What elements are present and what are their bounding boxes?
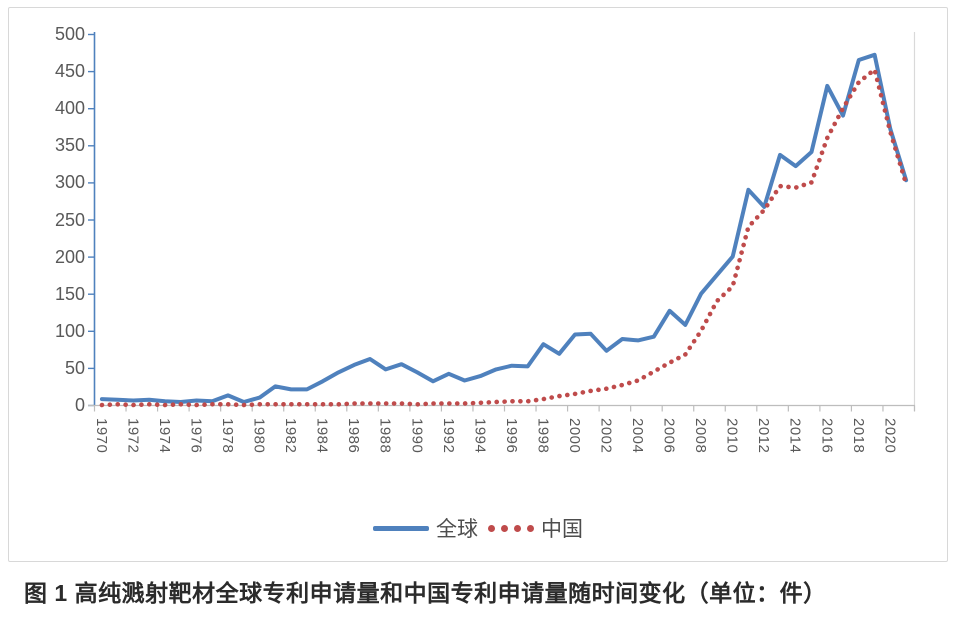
legend-label-china: 中国 xyxy=(541,518,583,541)
y-tick-label: 150 xyxy=(54,283,85,304)
x-tick-label: 1988 xyxy=(376,418,396,453)
x-tick-label: 1978 xyxy=(218,418,238,453)
x-tick-label: 2016 xyxy=(817,418,837,453)
x-tick-label: 1998 xyxy=(533,418,553,453)
x-tick-label-text: 1992 xyxy=(439,418,457,454)
china-dots-swatch xyxy=(488,524,534,532)
legend-dot xyxy=(488,524,495,532)
x-tick-label: 2006 xyxy=(660,418,680,453)
x-tick-label: 1996 xyxy=(502,418,522,453)
x-tick-label: 2012 xyxy=(754,418,774,453)
y-tick-label: 450 xyxy=(54,61,85,82)
x-tick-label-text: 1990 xyxy=(408,418,426,454)
x-tick-label-text: 1982 xyxy=(282,418,300,454)
legend: 全球 中国 xyxy=(9,513,947,543)
x-tick-label-text: 2008 xyxy=(692,418,710,454)
y-tick-label: 100 xyxy=(54,320,85,341)
x-tick-label-text: 2014 xyxy=(786,418,804,454)
x-tick-label: 1980 xyxy=(250,418,270,453)
x-tick-label-text: 1980 xyxy=(250,418,268,454)
x-tick-label-text: 2002 xyxy=(597,418,615,454)
x-tick-label-text: 2004 xyxy=(629,418,647,454)
legend-label-global: 全球 xyxy=(436,518,478,541)
legend-dot xyxy=(501,524,508,532)
legend-item-china: 中国 xyxy=(488,513,583,543)
x-tick-label: 2020 xyxy=(880,418,900,453)
y-tick-label: 300 xyxy=(54,172,85,193)
x-tick-label-text: 2018 xyxy=(849,418,867,454)
y-tick-label: 400 xyxy=(54,98,85,119)
y-tick-label: 350 xyxy=(54,135,85,156)
x-tick-label: 2002 xyxy=(597,418,617,453)
x-tick-label: 1984 xyxy=(313,418,333,453)
chart-frame: 0 50 100 150 200 250 300 350 400 450 500 1970 1972 1… xyxy=(8,7,948,562)
china-series-line xyxy=(99,67,909,408)
x-tick-label: 1976 xyxy=(187,418,207,453)
x-tick-label-text: 1988 xyxy=(376,418,394,454)
x-tick-label-text: 1970 xyxy=(92,418,110,454)
x-tick-label: 2004 xyxy=(628,418,648,453)
x-tick-label: 2018 xyxy=(849,418,869,453)
x-tick-label-text: 1978 xyxy=(219,418,237,454)
x-tick-label-text: 2006 xyxy=(660,418,678,454)
y-tick-label: 0 xyxy=(74,395,85,415)
x-tick-label-text: 2020 xyxy=(881,418,899,454)
x-tick-label: 1990 xyxy=(407,418,427,453)
figure-caption: 图 1 高纯溅射靶材全球专利申请量和中国专利申请量随时间变化（单位：件） xyxy=(24,580,827,606)
x-tick-label-text: 2010 xyxy=(723,418,741,454)
x-tick-label-text: 2016 xyxy=(818,418,836,454)
global-series-line xyxy=(99,52,909,404)
x-tick-label: 1986 xyxy=(344,418,364,453)
x-tick-label-text: 1974 xyxy=(155,418,173,454)
x-tick-label: 1970 xyxy=(92,418,112,453)
x-tick-label: 1992 xyxy=(439,418,459,453)
x-tick-label: 2014 xyxy=(786,418,806,453)
y-tick-label: 500 xyxy=(54,24,85,44)
y-tick-label: 250 xyxy=(54,209,85,230)
x-tick-label-text: 1996 xyxy=(502,418,520,454)
legend-item-global: 全球 xyxy=(373,513,478,543)
x-tick-label: 1994 xyxy=(470,418,490,453)
x-tick-label-text: 2012 xyxy=(755,418,773,454)
legend-dot xyxy=(514,524,521,532)
x-tick-label: 1974 xyxy=(155,418,175,453)
plot-area xyxy=(88,32,916,412)
x-tick-label-text: 1976 xyxy=(187,418,205,454)
x-tick-label-text: 1986 xyxy=(345,418,363,454)
y-tick-label: 50 xyxy=(64,357,85,378)
x-tick-label: 2010 xyxy=(723,418,743,453)
x-tick-label: 2000 xyxy=(565,418,585,453)
x-tick-label-text: 1972 xyxy=(124,418,142,454)
global-line-swatch xyxy=(373,525,429,531)
x-tick-label: 1982 xyxy=(281,418,301,453)
x-tick-label-text: 1994 xyxy=(471,418,489,454)
y-tick-label: 200 xyxy=(54,246,85,267)
x-tick-label: 1972 xyxy=(123,418,143,453)
x-tick-label: 2008 xyxy=(691,418,711,453)
x-tick-label-text: 1998 xyxy=(534,418,552,454)
legend-dot xyxy=(527,524,534,532)
x-tick-label-text: 2000 xyxy=(565,418,583,454)
x-tick-label-text: 1984 xyxy=(313,418,331,454)
